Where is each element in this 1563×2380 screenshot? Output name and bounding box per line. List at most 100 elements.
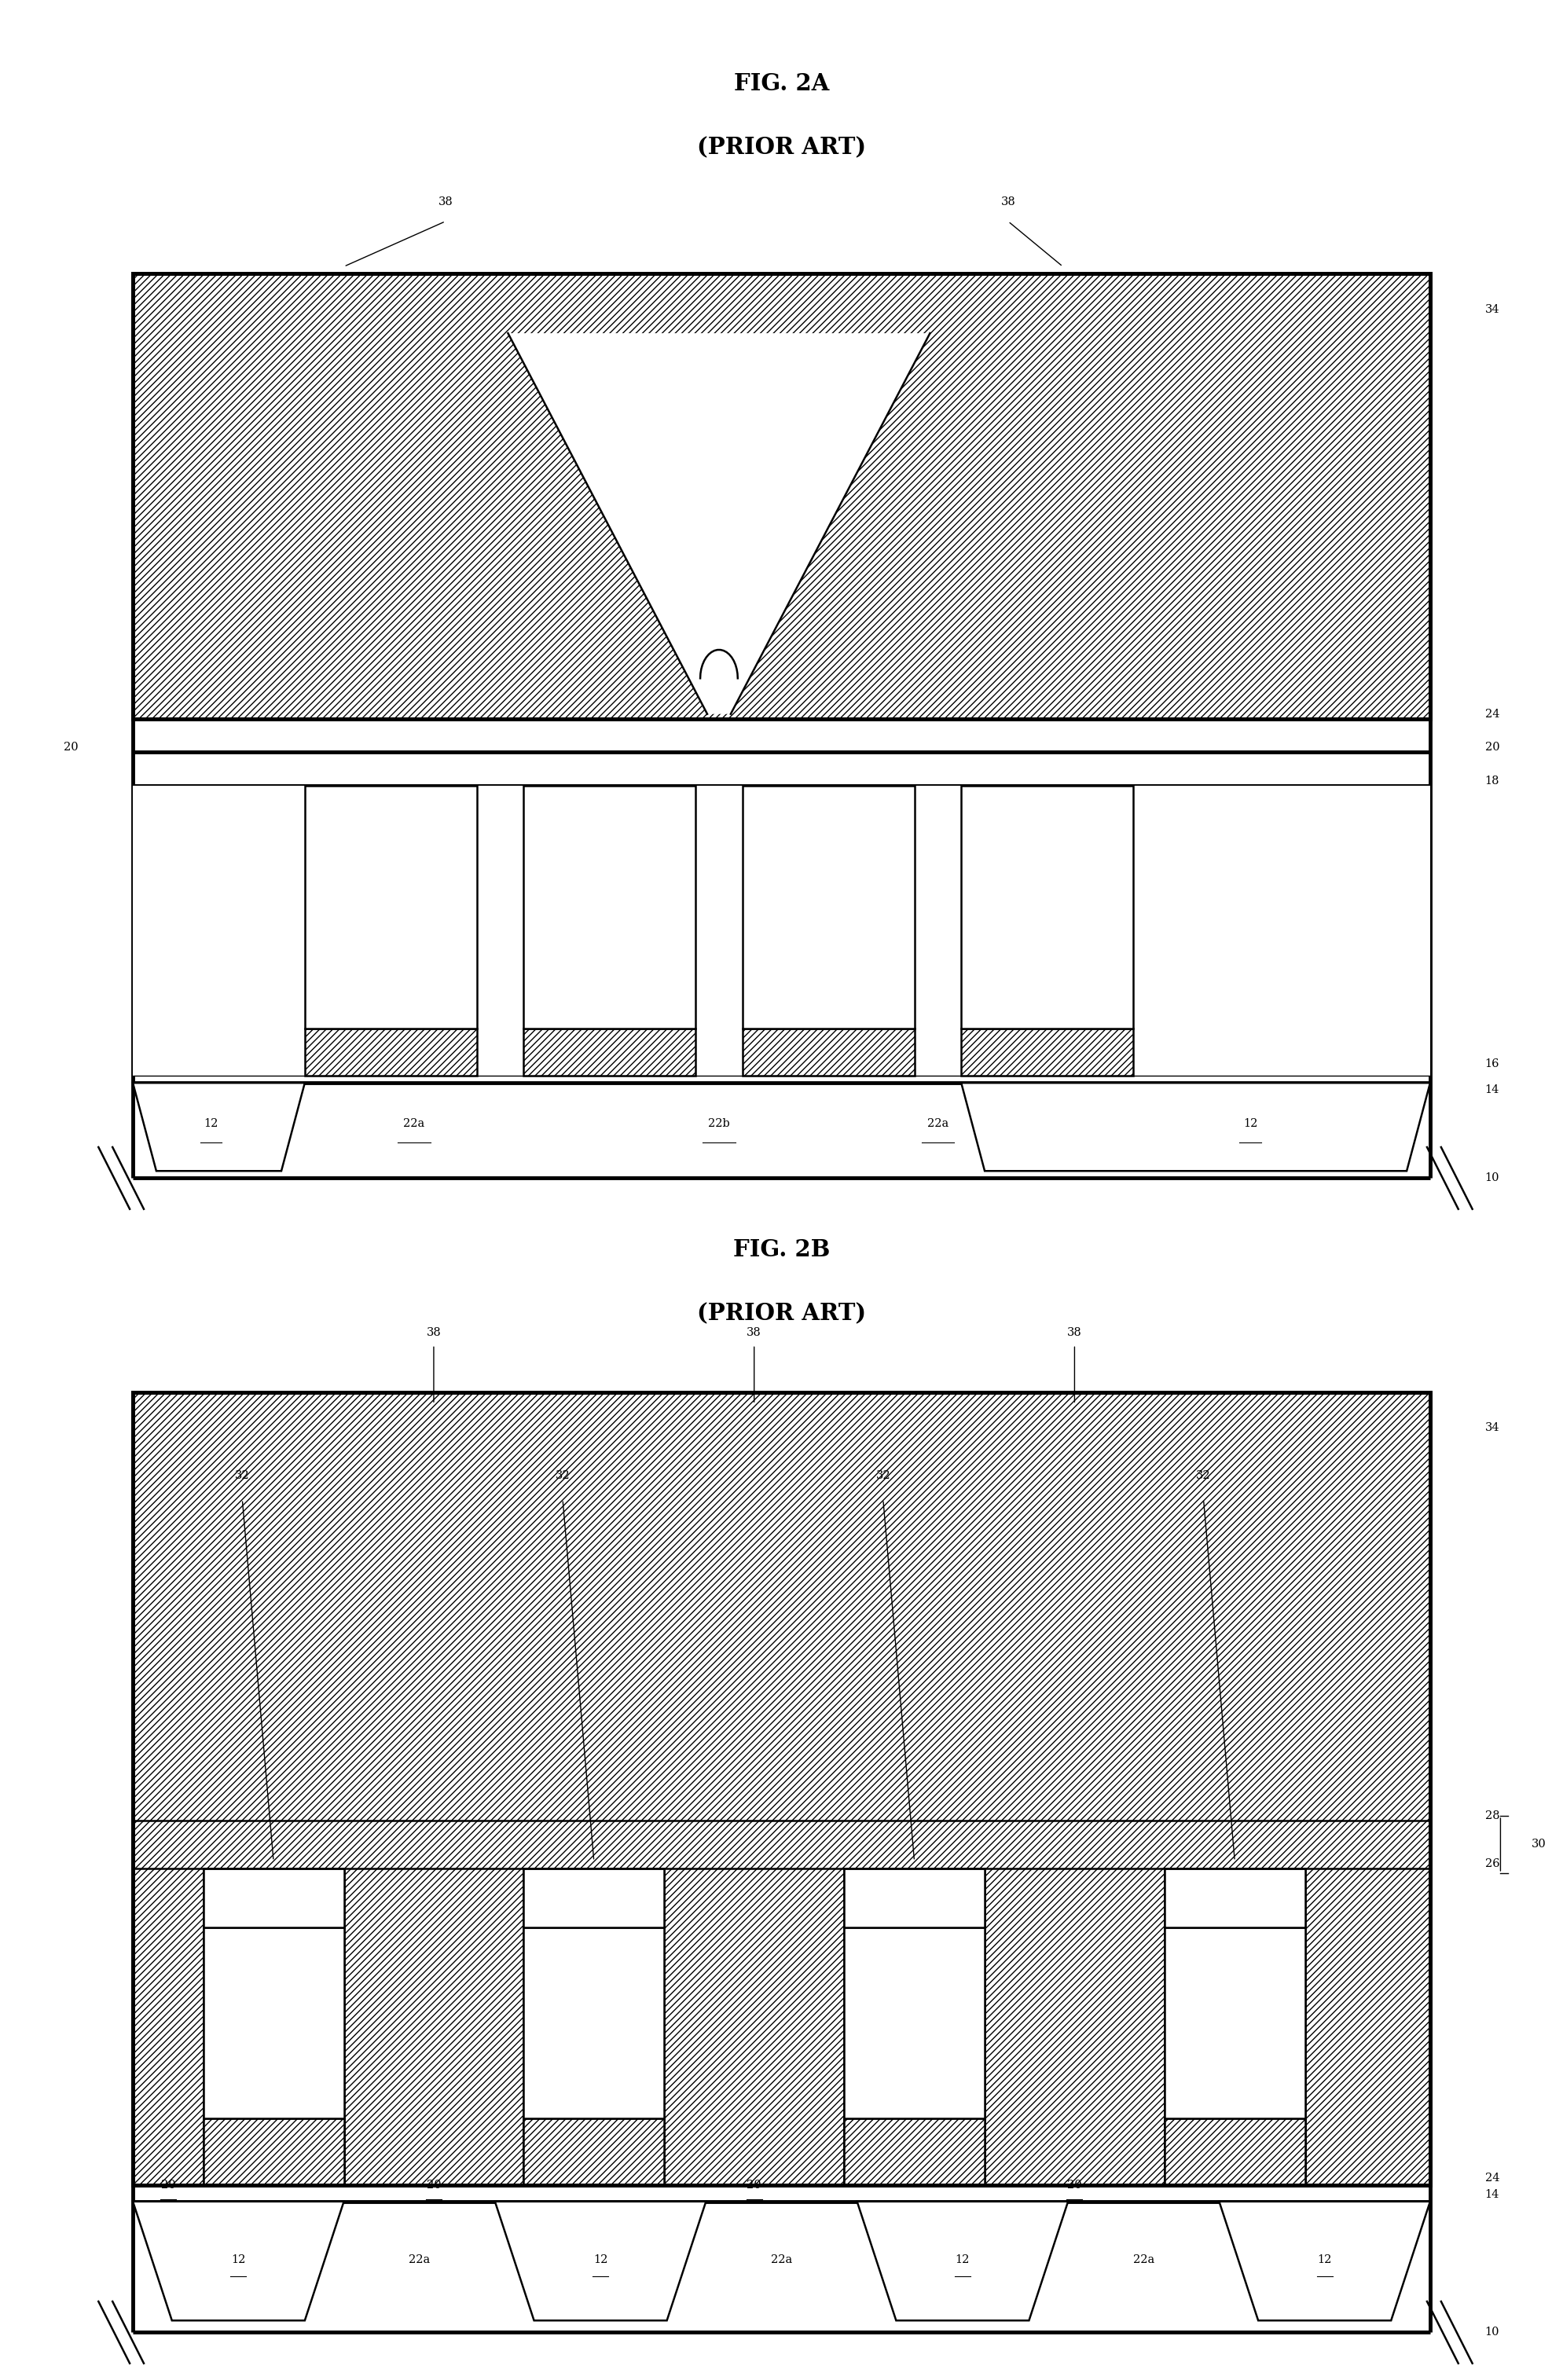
Text: 32: 32 — [1196, 1471, 1211, 1480]
Text: 20: 20 — [427, 2180, 441, 2190]
Bar — [1164, 2118, 1305, 2185]
Bar — [524, 1928, 664, 2118]
Bar — [524, 785, 696, 1028]
Polygon shape — [1219, 2202, 1430, 2320]
Bar — [203, 1868, 344, 2185]
Bar — [203, 1928, 344, 2118]
Polygon shape — [133, 2202, 344, 2320]
Bar — [524, 1928, 664, 2118]
Text: 38: 38 — [427, 1328, 441, 1338]
Bar — [961, 785, 1133, 1028]
Text: 22b: 22b — [708, 1119, 730, 1128]
Bar — [203, 1868, 344, 1928]
Bar — [133, 274, 1430, 719]
Text: 26: 26 — [1485, 1859, 1499, 1868]
Polygon shape — [730, 1083, 972, 1171]
Text: 20: 20 — [64, 743, 78, 752]
Text: 34: 34 — [1485, 305, 1499, 314]
Bar — [1133, 785, 1430, 1076]
Text: 32: 32 — [875, 1471, 891, 1480]
Bar — [844, 1928, 985, 2118]
Text: 32: 32 — [234, 1471, 250, 1480]
Bar — [696, 785, 742, 1076]
Bar — [524, 2118, 664, 2185]
Text: 12: 12 — [231, 2254, 245, 2266]
Bar — [1164, 1928, 1305, 2118]
Text: 20: 20 — [1068, 2180, 1082, 2190]
Text: 14: 14 — [1485, 2190, 1499, 2199]
Bar — [203, 1868, 344, 1928]
Text: 36: 36 — [711, 531, 727, 540]
Polygon shape — [133, 1083, 305, 1171]
Bar — [1164, 2118, 1305, 2185]
Bar — [524, 1868, 664, 1928]
Text: 16: 16 — [1485, 1059, 1499, 1069]
Polygon shape — [508, 333, 930, 714]
Text: 20: 20 — [161, 2180, 175, 2190]
Polygon shape — [292, 1083, 535, 1171]
Bar — [524, 2118, 664, 2185]
Bar — [844, 1928, 985, 2118]
Text: 30: 30 — [1532, 1840, 1546, 1849]
Text: 20: 20 — [747, 2180, 761, 2190]
Bar — [524, 1868, 664, 1928]
Polygon shape — [511, 1083, 753, 1171]
Text: 12: 12 — [594, 2254, 608, 2266]
Text: 38: 38 — [1000, 198, 1016, 207]
Polygon shape — [857, 2202, 1068, 2320]
Bar — [305, 1028, 477, 1076]
Bar — [524, 2118, 664, 2185]
Bar — [844, 1868, 985, 1928]
Bar — [133, 785, 305, 1076]
Text: 38: 38 — [747, 1328, 761, 1338]
Bar — [133, 274, 1430, 719]
Text: 22a: 22a — [927, 1119, 949, 1128]
Text: 28: 28 — [1485, 1811, 1499, 1821]
Bar — [742, 1028, 914, 1076]
Bar — [203, 2118, 344, 2185]
Bar — [1164, 2118, 1305, 2185]
Bar — [305, 785, 477, 1028]
Text: 20: 20 — [1485, 743, 1499, 752]
Text: 22a: 22a — [403, 1119, 425, 1128]
Text: 38: 38 — [1068, 1328, 1082, 1338]
Text: 12: 12 — [1318, 2254, 1332, 2266]
Text: FIG. 2A: FIG. 2A — [733, 71, 830, 95]
Bar — [1164, 1868, 1305, 1928]
Text: 22a: 22a — [408, 2254, 430, 2266]
Bar — [524, 1868, 664, 2185]
Bar — [133, 1392, 1430, 2185]
Text: 12: 12 — [1243, 1119, 1258, 1128]
Bar — [844, 1868, 985, 1928]
Text: 34: 34 — [1485, 1423, 1499, 1433]
Text: 24: 24 — [1485, 2173, 1499, 2182]
Bar — [844, 2118, 985, 2185]
Bar — [203, 1928, 344, 2118]
Text: 24: 24 — [1485, 709, 1499, 719]
Text: 14: 14 — [1485, 1085, 1499, 1095]
Bar — [1164, 1868, 1305, 1928]
Text: 22a: 22a — [771, 2254, 792, 2266]
Bar — [203, 2118, 344, 2185]
Text: 32: 32 — [555, 1471, 570, 1480]
Bar — [203, 2118, 344, 2185]
Bar — [742, 785, 914, 1028]
Bar — [961, 1028, 1133, 1076]
Text: 22a: 22a — [1133, 2254, 1155, 2266]
Text: 12: 12 — [955, 2254, 969, 2266]
Text: 10: 10 — [1485, 2328, 1499, 2337]
Bar — [1164, 1868, 1305, 2185]
Bar — [844, 2118, 985, 2185]
Polygon shape — [495, 2202, 706, 2320]
Bar — [133, 1392, 1430, 2185]
Text: (PRIOR ART): (PRIOR ART) — [697, 136, 866, 159]
Polygon shape — [961, 1083, 1430, 1171]
Text: (PRIOR ART): (PRIOR ART) — [697, 1302, 866, 1326]
Bar — [844, 1868, 985, 2185]
Text: FIG. 2B: FIG. 2B — [733, 1238, 830, 1261]
Bar — [524, 1028, 696, 1076]
Bar — [1164, 1928, 1305, 2118]
Text: 18: 18 — [1485, 776, 1499, 785]
Text: 38: 38 — [438, 198, 453, 207]
Bar — [844, 2118, 985, 2185]
